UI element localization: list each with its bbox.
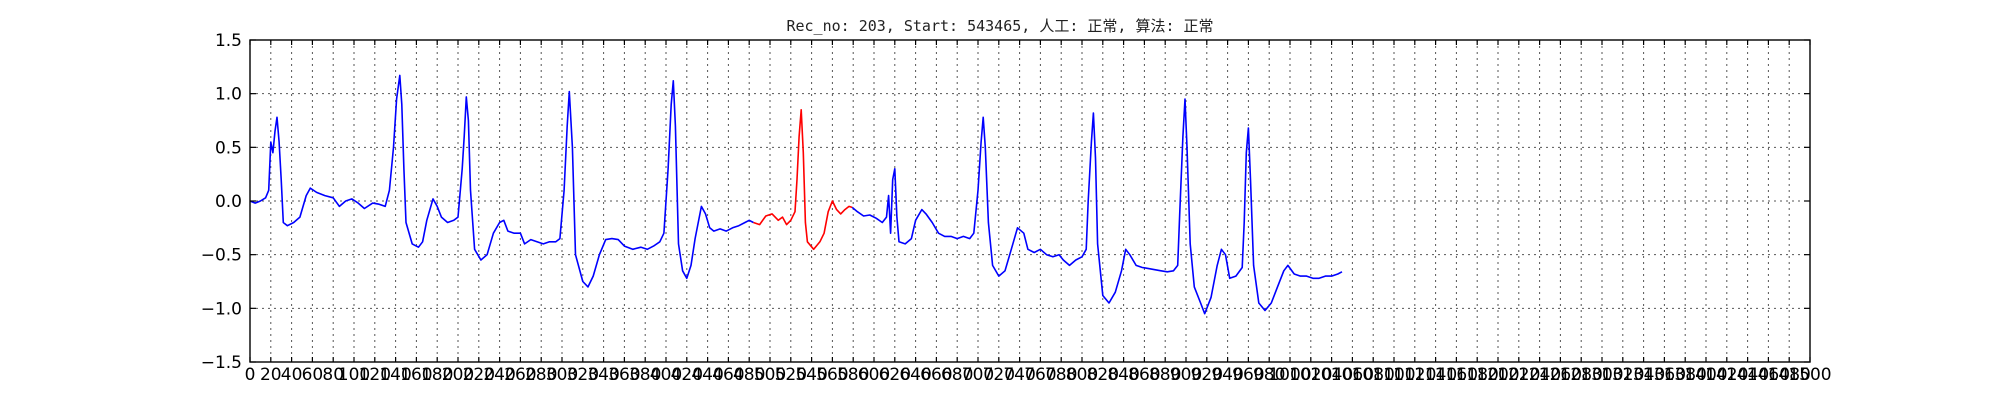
x-tick-label: 260 [504, 365, 536, 385]
x-tick-label: 1280 [1560, 365, 1603, 385]
x-tick-label: 500 [754, 365, 786, 385]
x-tick-label: 80 [322, 365, 344, 385]
x-tick-label: 880 [1149, 365, 1181, 385]
x-tick-label: 1180 [1456, 365, 1499, 385]
x-tick-label: 1020 [1289, 365, 1332, 385]
x-tick-label: 760 [1024, 365, 1056, 385]
x-tick-label: 620 [879, 365, 911, 385]
x-tick-label: 740 [1003, 365, 1035, 385]
x-tick-label: 580 [837, 365, 869, 385]
y-tick-labels: −1.5 −1.0 −0.5 0.0 0.5 1.0 1.5 [201, 31, 242, 373]
x-tick-label: 780 [1045, 365, 1077, 385]
x-tick-label: 820 [1087, 365, 1119, 385]
x-tick-label: 340 [587, 365, 619, 385]
y-tick-label: 0.5 [215, 138, 242, 158]
x-tick-label: 1220 [1497, 365, 1540, 385]
x-tick-label: 1240 [1518, 365, 1561, 385]
x-tick-label: 460 [712, 365, 744, 385]
y-tick-label: −1.0 [201, 299, 242, 319]
x-tick-label: 800 [1066, 365, 1098, 385]
x-tick-label: 1400 [1684, 365, 1727, 385]
x-tick-label: 960 [1232, 365, 1264, 385]
x-tick-label: 1120 [1393, 365, 1436, 385]
x-tick-label: 360 [608, 365, 640, 385]
x-tick-label: 100 [338, 365, 370, 385]
x-tick-label: 1500 [1788, 365, 1831, 385]
y-tick-label: −0.5 [201, 246, 242, 266]
x-tick-label: 1080 [1352, 365, 1395, 385]
x-tick-label: 1360 [1643, 365, 1686, 385]
y-tick-label: 1.0 [215, 85, 242, 105]
x-tick-label: 320 [567, 365, 599, 385]
x-tick-label: 920 [1191, 365, 1223, 385]
x-tick-label: 1300 [1580, 365, 1623, 385]
x-tick-label: 1320 [1601, 365, 1644, 385]
chart-title: Rec_no: 203, Start: 543465, 人工: 正常, 算法: … [786, 17, 1213, 35]
x-tick-label: 1460 [1747, 365, 1790, 385]
x-tick-label: 140 [379, 365, 411, 385]
x-tick-label: 1140 [1414, 365, 1457, 385]
x-tick-label: 160 [400, 365, 432, 385]
x-tick-label: 1100 [1372, 365, 1415, 385]
x-tick-label: 1480 [1768, 365, 1811, 385]
x-tick-label: 400 [650, 365, 682, 385]
x-tick-label: 1420 [1705, 365, 1748, 385]
ticks-layer [249, 39, 1811, 363]
x-tick-label: 20 [260, 365, 282, 385]
x-tick-labels: 0 20 40 60 801001201401601802002202402602803… [245, 365, 1832, 385]
x-tick-label: 60 [302, 365, 324, 385]
x-tick-label: 220 [463, 365, 495, 385]
x-tick-label: 180 [421, 365, 453, 385]
x-tick-label: 380 [629, 365, 661, 385]
x-tick-label: 480 [733, 365, 765, 385]
x-tick-label: 1260 [1539, 365, 1582, 385]
y-tick-label: 0.0 [215, 192, 242, 212]
x-tick-label: 1440 [1726, 365, 1769, 385]
series-layer [249, 74, 1343, 315]
ecg-series-line-0 [249, 74, 754, 288]
y-tick-label: 1.5 [215, 31, 242, 51]
x-tick-label: 1340 [1622, 365, 1665, 385]
x-tick-label: 1040 [1310, 365, 1353, 385]
x-tick-label: 1160 [1435, 365, 1478, 385]
x-tick-label: 1060 [1331, 365, 1374, 385]
x-tick-label: 540 [795, 365, 827, 385]
x-tick-label: 560 [816, 365, 848, 385]
x-tick-label: 600 [858, 365, 890, 385]
x-tick-label: 1000 [1268, 365, 1311, 385]
x-tick-label: 980 [1253, 365, 1285, 385]
x-tick-label: 1380 [1664, 365, 1707, 385]
x-tick-label: 280 [525, 365, 557, 385]
grid-layer [250, 40, 1810, 362]
x-tick-label: 700 [962, 365, 994, 385]
ecg-series-line-1 [753, 109, 853, 251]
x-tick-label: 40 [281, 365, 303, 385]
x-tick-label: 660 [920, 365, 952, 385]
x-tick-label: 420 [671, 365, 703, 385]
x-tick-label: 840 [1107, 365, 1139, 385]
ecg-series-line-2 [851, 98, 1343, 315]
x-tick-label: 680 [941, 365, 973, 385]
x-tick-label: 860 [1128, 365, 1160, 385]
x-tick-label: 720 [983, 365, 1015, 385]
x-tick-label: 120 [359, 365, 391, 385]
x-tick-label: 440 [691, 365, 723, 385]
x-tick-label: 240 [483, 365, 515, 385]
x-tick-label: 300 [546, 365, 578, 385]
x-tick-label: 1200 [1476, 365, 1519, 385]
x-tick-label: 940 [1211, 365, 1243, 385]
y-tick-label: −1.5 [201, 353, 242, 373]
x-tick-label: 640 [899, 365, 931, 385]
x-tick-label: 200 [442, 365, 474, 385]
x-tick-label: 900 [1170, 365, 1202, 385]
x-tick-label: 520 [775, 365, 807, 385]
x-tick-label: 0 [245, 365, 256, 385]
